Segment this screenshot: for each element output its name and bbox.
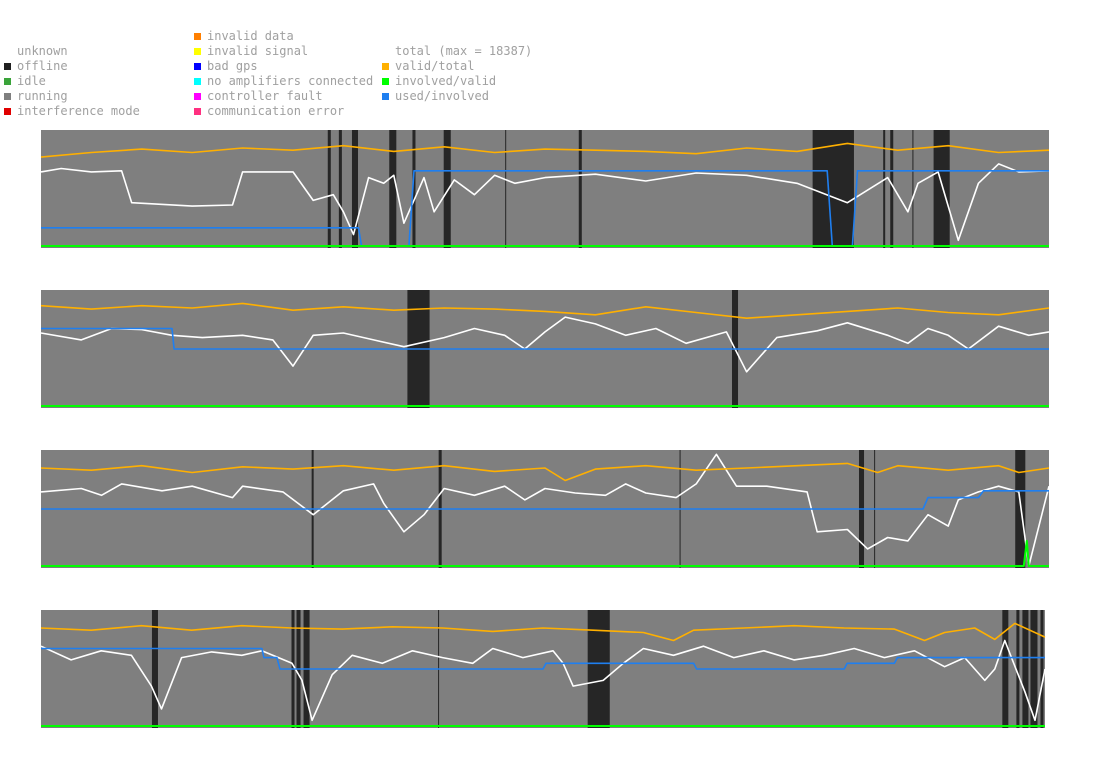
status-legend-item: idle [4,74,140,89]
strip-chart-1 [40,130,1050,248]
legend-swatch [4,78,11,85]
offline-interval [389,130,397,248]
error-legend-item: bad gps [194,59,373,74]
strip-chart-4 [40,610,1046,728]
legend-label: unknown [17,44,68,58]
offline-interval [1040,610,1044,728]
legend-label: invalid data [207,29,294,43]
total-series [40,163,1050,242]
valid-total-series [40,302,1050,319]
status-legend: unknown offline idle running interference mo… [4,44,140,119]
legend-swatch [194,78,201,85]
offline-interval [890,130,894,248]
used-involved-series [41,647,1045,670]
valid-total-series [40,462,1050,482]
metric-legend-item: valid/total [382,59,532,74]
legend-swatch [382,63,389,70]
offline-interval [1016,610,1020,728]
running-background [41,130,1049,248]
legend-label: valid/total [395,59,475,73]
legend-swatch [382,78,389,85]
offline-interval [412,130,416,248]
metric-legend-item: involved/valid [382,74,532,89]
offline-interval [912,130,914,248]
strip-chart-3 [40,450,1050,568]
status-legend-item: running [4,89,140,104]
error-legend-item: communication error [194,104,373,119]
offline-interval [1030,610,1038,728]
metrics-legend: total (max = 18387) valid/total involved/v… [382,44,532,104]
legend-label: controller fault [207,89,323,103]
legend-swatch [194,63,201,70]
total-series [40,316,1050,373]
offline-interval [587,610,610,728]
legend-swatch [4,93,11,100]
legend-label: offline [17,59,68,73]
valid-total-series [40,622,1046,642]
error-legend-item: controller fault [194,89,373,104]
error-legend-item: invalid signal [194,44,373,59]
strip-chart-2 [40,290,1050,408]
error-legend: invalid data invalid signal bad gps no ampl… [194,29,373,119]
valid-total-series [40,142,1050,158]
offline-interval [578,130,582,248]
used-involved-series [41,490,1049,510]
legend-label: idle [17,74,46,88]
legend-label: invalid signal [207,44,309,58]
legend-label: interference mode [17,104,140,118]
legend-swatch [194,48,201,55]
offline-interval [351,130,359,248]
offline-interval [505,130,507,248]
offline-interval [1015,450,1026,568]
legend-label: communication error [207,104,345,118]
legend-label: no amplifiers connected [207,74,374,88]
error-legend-item: invalid data [194,29,373,44]
legend-swatch [4,108,11,115]
legend-label: total (max = 18387) [395,44,533,58]
metric-legend-item: used/involved [382,89,532,104]
offline-interval [443,130,451,248]
legend-label: used/involved [395,89,489,103]
metric-legend-item: total (max = 18387) [382,44,532,59]
status-legend-item: unknown [4,44,140,59]
used-involved-series [41,170,1049,247]
legend-swatch [194,93,201,100]
offline-interval [812,130,854,248]
legend-label: running [17,89,68,103]
offline-interval [151,610,158,728]
offline-interval [1022,610,1029,728]
status-legend-item: interference mode [4,104,140,119]
involved-valid-series [41,539,1049,567]
total-series [40,453,1050,567]
legend-swatch [382,93,389,100]
offline-interval [338,130,342,248]
offline-interval [1002,610,1009,728]
legend-swatch [194,33,201,40]
legend-label: bad gps [207,59,258,73]
used-involved-series [41,327,1049,350]
offline-interval [933,130,950,248]
total-series [40,639,1046,722]
status-legend-item: offline [4,59,140,74]
legend-swatch [4,63,11,70]
legend-swatch [194,108,201,115]
offline-interval [327,130,331,248]
offline-interval [883,130,886,248]
legend-label: involved/valid [395,74,497,88]
error-legend-item: no amplifiers connected [194,74,373,89]
